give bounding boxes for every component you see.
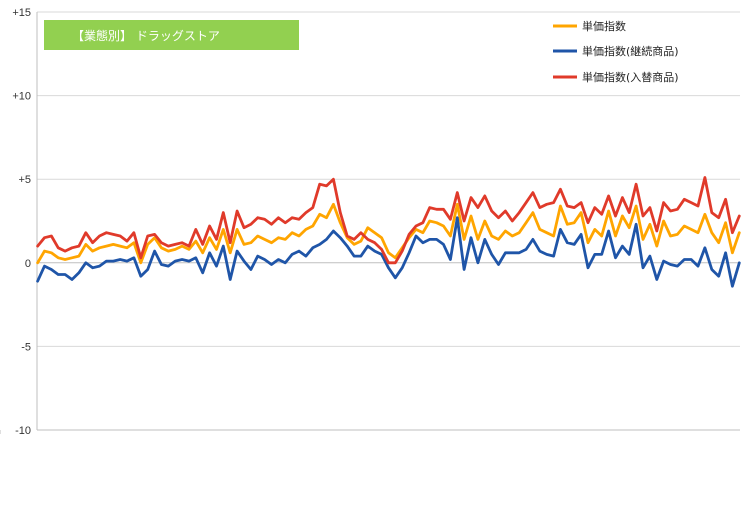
y-axis: +15 +10 +5 0 -5 -10 xyxy=(12,7,38,437)
y-tick-label: -5 xyxy=(21,341,31,353)
y-tick-label: -10 xyxy=(15,425,31,437)
y-tick-label: +10 xyxy=(12,91,31,103)
legend: 単価指数 単価指数(継続商品) 単価指数(入替商品) xyxy=(553,19,679,84)
series-line-1 xyxy=(36,216,741,288)
y-tick-label: +15 xyxy=(12,7,31,19)
legend-item-unit-price: 単価指数 xyxy=(553,19,626,33)
series-line-2 xyxy=(36,176,741,265)
title-box xyxy=(44,20,299,50)
y-tick-label: +5 xyxy=(18,174,31,186)
chart-title-text: 【業態別】 ドラッグストア xyxy=(72,28,220,43)
legend-item-replaced-products: 単価指数(入替商品) xyxy=(553,70,679,84)
y-tick-label: 0 xyxy=(25,258,31,270)
legend-label: 単価指数(入替商品) xyxy=(582,70,679,84)
x-axis: 2018/9/12018/10/12018/11/12018/12/12019/… xyxy=(0,429,740,434)
legend-label: 単価指数(継続商品) xyxy=(582,44,679,58)
chart-title: 【業態別】 ドラッグストア xyxy=(44,20,299,50)
legend-item-continuing-products: 単価指数(継続商品) xyxy=(553,44,679,58)
series-lines xyxy=(36,176,741,288)
legend-label: 単価指数 xyxy=(582,19,626,33)
series-line-0 xyxy=(36,202,741,265)
